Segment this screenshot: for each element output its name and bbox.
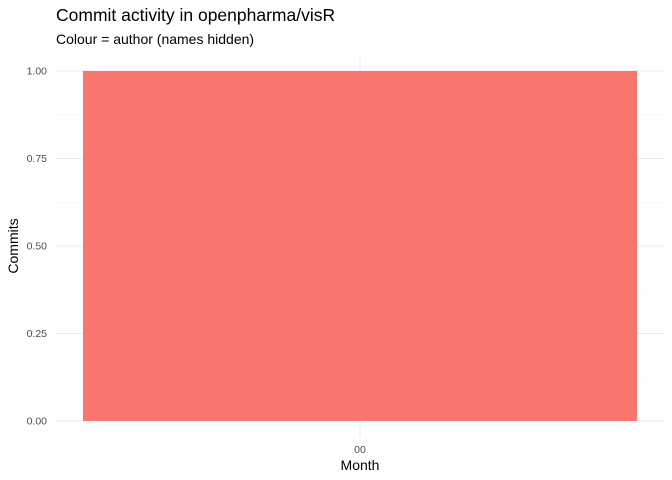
y-axis-ticks: 0.00 0.25 0.50 0.75 1.00 (27, 66, 48, 428)
x-axis-ticks: 00 (354, 444, 366, 456)
bar-series (83, 71, 637, 421)
chart-subtitle: Colour = author (names hidden) (56, 31, 254, 47)
y-tick-label: 0.25 (27, 328, 48, 340)
x-tick-label: 00 (354, 444, 366, 456)
y-tick-label: 0.00 (27, 416, 48, 428)
bar (83, 71, 637, 421)
y-tick-label: 1.00 (27, 66, 48, 78)
y-axis-title: Commits (5, 218, 21, 273)
chart-title: Commit activity in openpharma/visR (56, 5, 335, 25)
x-axis-title: Month (341, 457, 380, 473)
y-tick-label: 0.75 (27, 153, 48, 165)
y-tick-label: 0.50 (27, 241, 48, 253)
